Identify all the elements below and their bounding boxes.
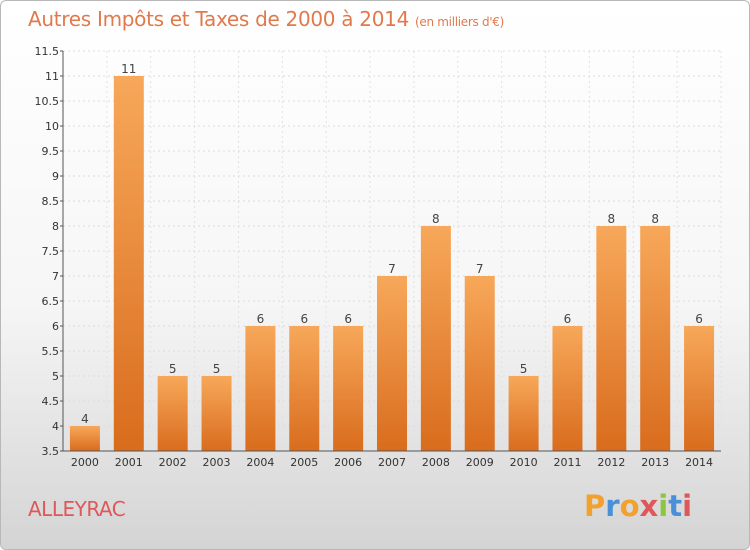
y-tick-label: 4 [52,420,59,433]
y-tick-label: 9.5 [42,145,60,158]
logo-letter: i [658,489,669,523]
logo-letter: t [668,489,683,523]
y-tick-label: 6.5 [42,295,60,308]
bar-2008 [420,226,451,451]
bar-2006 [333,326,364,451]
value-label: 11 [121,62,136,76]
value-label: 6 [564,312,572,326]
x-tick-label: 2013 [641,456,669,469]
bar-2001 [113,76,144,451]
x-tick-label: 2005 [290,456,318,469]
y-tick-label: 11.5 [35,45,60,58]
x-tick-label: 2012 [597,456,625,469]
y-tick-label: 3.5 [42,445,60,458]
bar-2004 [245,326,276,451]
value-label: 5 [520,362,528,376]
bar-2009 [464,276,495,451]
x-tick-label: 2014 [685,456,713,469]
logo-letter: x [639,489,659,523]
value-label: 8 [651,212,659,226]
bar-2014 [684,326,715,451]
logo-letter: o [619,489,640,523]
commune-name: ALLEYRAC [28,497,126,521]
y-tick-label: 4.5 [42,395,60,408]
y-tick-label: 9 [52,170,59,183]
bar-2011 [552,326,583,451]
x-tick-label: 2000 [71,456,99,469]
bar-2005 [289,326,320,451]
x-tick-label: 2003 [203,456,231,469]
y-tick-label: 7 [52,270,59,283]
bar-2000 [69,426,100,451]
x-tick-label: 2011 [553,456,581,469]
chart-unit: (en milliers d'€) [415,15,505,29]
bar-2012 [596,226,627,451]
bar-2013 [640,226,671,451]
bar-2003 [201,376,232,451]
value-label: 4 [81,412,89,426]
value-label: 5 [213,362,221,376]
value-label: 6 [695,312,703,326]
value-label: 6 [257,312,265,326]
y-tick-label: 11 [45,70,59,83]
value-label: 7 [388,262,396,276]
x-tick-label: 2004 [246,456,274,469]
y-tick-label: 10.5 [35,95,60,108]
y-tick-label: 5.5 [42,345,60,358]
y-tick-label: 6 [52,320,59,333]
value-label: 8 [608,212,616,226]
value-label: 7 [476,262,484,276]
x-tick-label: 2006 [334,456,362,469]
value-label: 8 [432,212,440,226]
x-tick-label: 2007 [378,456,406,469]
logo-letter: P [584,489,606,523]
value-label: 6 [344,312,352,326]
x-tick-label: 2008 [422,456,450,469]
chart-title: Autres Impôts et Taxes de 2000 à 2014 (en… [28,7,505,31]
y-tick-label: 7.5 [42,245,60,258]
logo-letter: i [682,489,693,523]
proxiti-logo[interactable]: Proxiti [584,489,692,523]
bar-2007 [377,276,407,451]
y-tick-label: 5 [52,370,59,383]
value-label: 5 [169,362,177,376]
x-tick-label: 2009 [466,456,494,469]
y-tick-label: 8.5 [42,195,60,208]
y-tick-label: 8 [52,220,59,233]
value-label: 6 [300,312,308,326]
y-tick-label: 10 [45,120,59,133]
x-tick-label: 2002 [159,456,187,469]
x-tick-label: 2010 [510,456,538,469]
logo-letter: r [605,489,620,523]
x-tick-label: 2001 [115,456,143,469]
bar-2010 [508,376,539,451]
bar-2002 [157,376,188,451]
